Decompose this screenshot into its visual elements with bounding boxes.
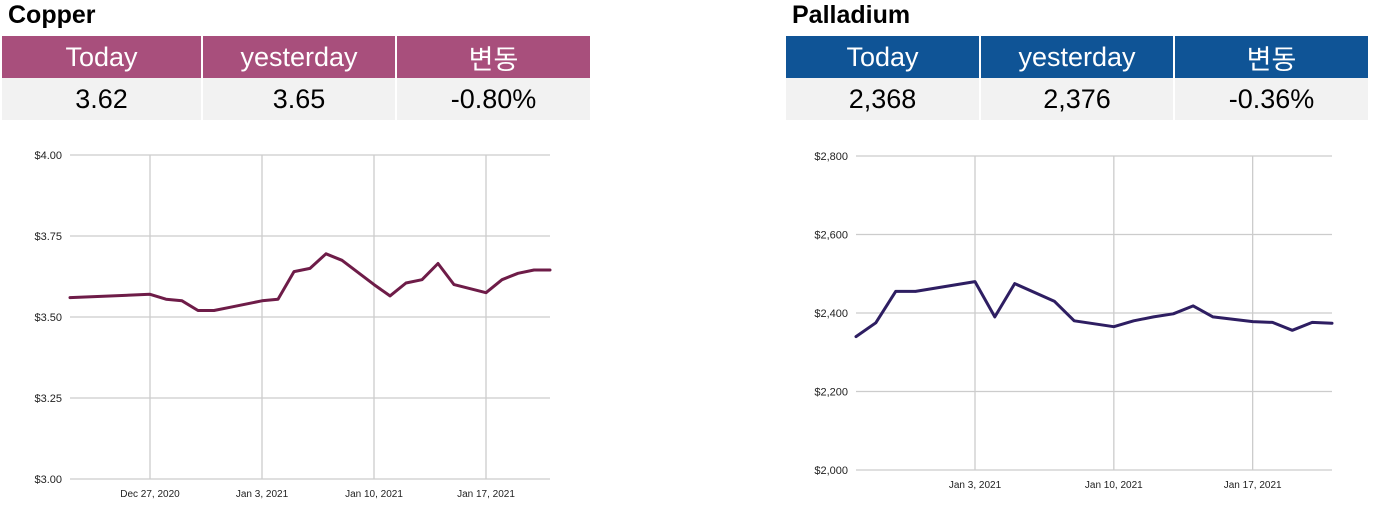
palladium-header-row: Today yesterday 변동 (786, 36, 1368, 78)
data-point (854, 335, 858, 338)
copper-title: Copper (8, 1, 96, 29)
copper-header-row: Today yesterday 변동 (2, 36, 590, 78)
copper-price-table: Today yesterday 변동 3.62 3.65 -0.80% (2, 36, 590, 120)
data-point (372, 283, 376, 286)
data-point (548, 268, 552, 272)
copper-value-row: 3.62 3.65 -0.80% (2, 78, 590, 120)
data-point (276, 297, 280, 301)
palladium-header-today: Today (786, 36, 981, 78)
data-point (1310, 321, 1314, 324)
data-point (516, 272, 520, 275)
data-point (500, 278, 504, 281)
data-point (260, 299, 264, 302)
data-point (1072, 319, 1076, 323)
data-point (1291, 329, 1294, 332)
data-point (1271, 321, 1274, 324)
data-point (308, 267, 312, 270)
data-point (292, 270, 296, 273)
data-point (1251, 320, 1254, 323)
data-point (1152, 315, 1155, 319)
x-tick-label: Jan 10, 2021 (1085, 480, 1143, 491)
copper-header-today: Today (2, 36, 203, 78)
data-point (914, 290, 917, 293)
data-point (164, 297, 168, 301)
data-point (973, 280, 977, 283)
copper-change-value: -0.80% (396, 78, 590, 120)
copper-yesterday-value: 3.65 (202, 78, 397, 120)
palladium-title: Palladium (792, 1, 911, 29)
data-point (1013, 282, 1016, 285)
data-point (228, 306, 232, 309)
y-tick-label: $2,400 (814, 308, 848, 320)
data-point (212, 309, 216, 312)
x-tick-label: Jan 17, 2021 (1224, 480, 1282, 491)
x-tick-label: Jan 17, 2021 (457, 489, 515, 500)
data-point (340, 259, 344, 262)
data-point (452, 283, 456, 286)
series-line (854, 280, 1334, 339)
data-point (1211, 315, 1215, 319)
y-tick-label: $4.00 (34, 150, 62, 162)
data-point (420, 278, 424, 281)
x-tick-label: Jan 3, 2021 (949, 480, 1002, 491)
data-point (404, 281, 408, 285)
palladium-change-value: -0.36% (1174, 78, 1368, 120)
data-point (894, 290, 897, 293)
data-point (180, 299, 184, 302)
copper-today-value: 3.62 (2, 78, 203, 120)
y-tick-label: $3.00 (34, 474, 62, 486)
palladium-price-chart: $2,800 $2,600 $2,400 $2,200 $2,000 Jan 3, 202… (814, 151, 1334, 491)
x-tick-label: Jan 3, 2021 (236, 489, 289, 500)
palladium-header-change: 변동 (1174, 36, 1368, 78)
data-point (874, 321, 878, 325)
data-point (1191, 304, 1195, 308)
y-tick-label: $2,000 (814, 465, 848, 477)
palladium-header-yesterday: yesterday (980, 36, 1175, 78)
data-point (68, 296, 72, 299)
x-tick-label: Dec 27, 2020 (120, 489, 180, 500)
data-point (1112, 325, 1116, 328)
series-line (68, 252, 552, 312)
y-tick-label: $3.25 (34, 393, 62, 405)
data-point (148, 293, 152, 296)
data-point (1172, 312, 1175, 315)
palladium-yesterday-value: 2,376 (980, 78, 1175, 120)
y-tick-label: $2,800 (814, 151, 848, 163)
copper-header-yesterday: yesterday (202, 36, 397, 78)
palladium-price-table: Today yesterday 변동 2,368 2,376 -0.36% (786, 36, 1368, 120)
y-tick-label: $2,600 (814, 230, 848, 242)
copper-price-chart: $4.00 $3.75 $3.50 $3.25 $3.00 Dec 27, 2020 Jan… (34, 150, 552, 500)
data-point (532, 268, 536, 272)
palladium-today-value: 2,368 (786, 78, 981, 120)
y-tick-label: $3.75 (34, 231, 62, 243)
data-point (993, 315, 997, 319)
x-tick-label: Jan 10, 2021 (345, 489, 403, 500)
data-point (1132, 319, 1135, 323)
copper-header-change: 변동 (396, 36, 590, 78)
data-point (484, 291, 488, 294)
data-point (324, 252, 328, 256)
data-point (1053, 300, 1056, 303)
y-tick-label: $2,200 (814, 387, 848, 399)
y-tick-label: $3.50 (34, 312, 62, 324)
data-point (388, 294, 392, 298)
data-point (1330, 322, 1334, 325)
data-point (436, 262, 440, 265)
data-point (196, 309, 200, 312)
palladium-value-row: 2,368 2,376 -0.36% (786, 78, 1368, 120)
